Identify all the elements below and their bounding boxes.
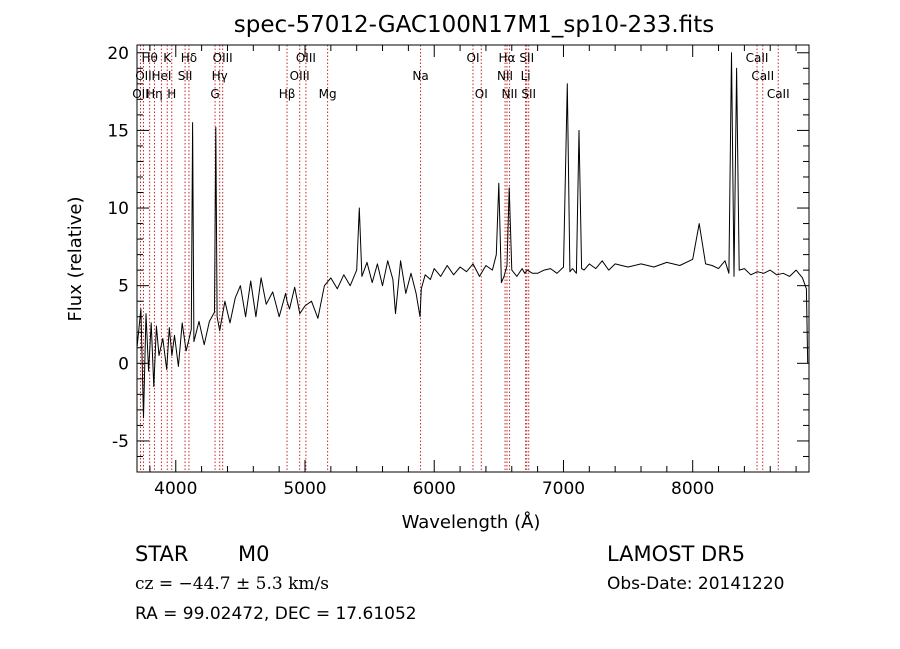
object-class: STAR <box>135 542 188 566</box>
line-marker-label: Mg <box>319 87 337 101</box>
x-tick-label: 8000 <box>671 479 714 499</box>
line-marker-label: Hθ <box>141 51 157 65</box>
y-tick-label: 5 <box>118 277 129 297</box>
line-marker-label: OI <box>475 87 488 101</box>
line-marker-label: CaII <box>767 87 790 101</box>
line-marker-label: G <box>210 87 219 101</box>
x-tick-label: 5000 <box>283 479 326 499</box>
line-marker-label: K <box>163 51 172 65</box>
line-marker-label: OI <box>467 51 480 65</box>
coordinates: RA = 99.02472, DEC = 17.61052 <box>135 604 417 624</box>
observation-date: Obs-Date: 20141220 <box>607 574 784 594</box>
line-marker-label: OIII <box>213 51 233 65</box>
line-marker-label: Hα <box>499 51 516 65</box>
emission-line-markers <box>139 45 779 472</box>
line-marker-label: OIII <box>290 69 310 83</box>
survey-name: LAMOST DR5 <box>607 542 745 566</box>
emission-line-labels: OIIOIIHθHηHeIKHSIIHδGHγOIIIHβOIIIOIIIMgN… <box>132 51 789 101</box>
line-marker-label: Hη <box>146 87 163 101</box>
line-marker-label: CaII <box>751 69 774 83</box>
line-marker-label: SII <box>178 69 193 83</box>
y-tick-label: 10 <box>107 199 129 219</box>
x-tick-label: 4000 <box>154 479 197 499</box>
line-marker-label: Hδ <box>181 51 197 65</box>
y-tick-label: -5 <box>112 432 129 452</box>
plot-frame <box>136 44 810 473</box>
line-marker-label: SII <box>521 87 536 101</box>
line-marker-label: NII <box>502 87 518 101</box>
object-subclass: M0 <box>238 542 269 566</box>
chart-title: spec-57012-GAC100N17M1_sp10-233.fits <box>234 12 714 38</box>
line-marker-label: HeI <box>151 69 171 83</box>
line-marker-label: OIII <box>296 51 316 65</box>
y-tick-label: 20 <box>107 44 129 64</box>
redshift-velocity: cz = −44.7 ± 5.3 km/s <box>135 574 329 594</box>
x-tick-label: 7000 <box>542 479 585 499</box>
line-marker-label: Li <box>521 69 531 83</box>
y-tick-label: 15 <box>107 121 129 141</box>
line-marker-label: Hβ <box>279 87 296 101</box>
line-marker-label: CaII <box>746 51 769 65</box>
x-axis-ticks: 4000 5000 6000 7000 8000 <box>149 45 797 499</box>
line-marker-label: OII <box>135 69 152 83</box>
x-tick-label: 6000 <box>413 479 456 499</box>
line-marker-label: OII <box>132 87 149 101</box>
y-axis-ticks: -5 0 5 10 15 20 <box>107 44 809 473</box>
line-marker-label: Na <box>412 69 428 83</box>
y-axis-label: Flux (relative) <box>65 196 86 321</box>
spectrum-line <box>136 52 809 419</box>
line-marker-label: Hγ <box>212 69 228 83</box>
line-marker-label: NII <box>497 69 513 83</box>
line-marker-label: H <box>167 87 176 101</box>
line-marker-label: SII <box>519 51 534 65</box>
y-tick-label: 0 <box>118 354 129 374</box>
spectrum-layer <box>136 52 809 419</box>
x-axis-label: Wavelength (Å) <box>402 511 541 533</box>
